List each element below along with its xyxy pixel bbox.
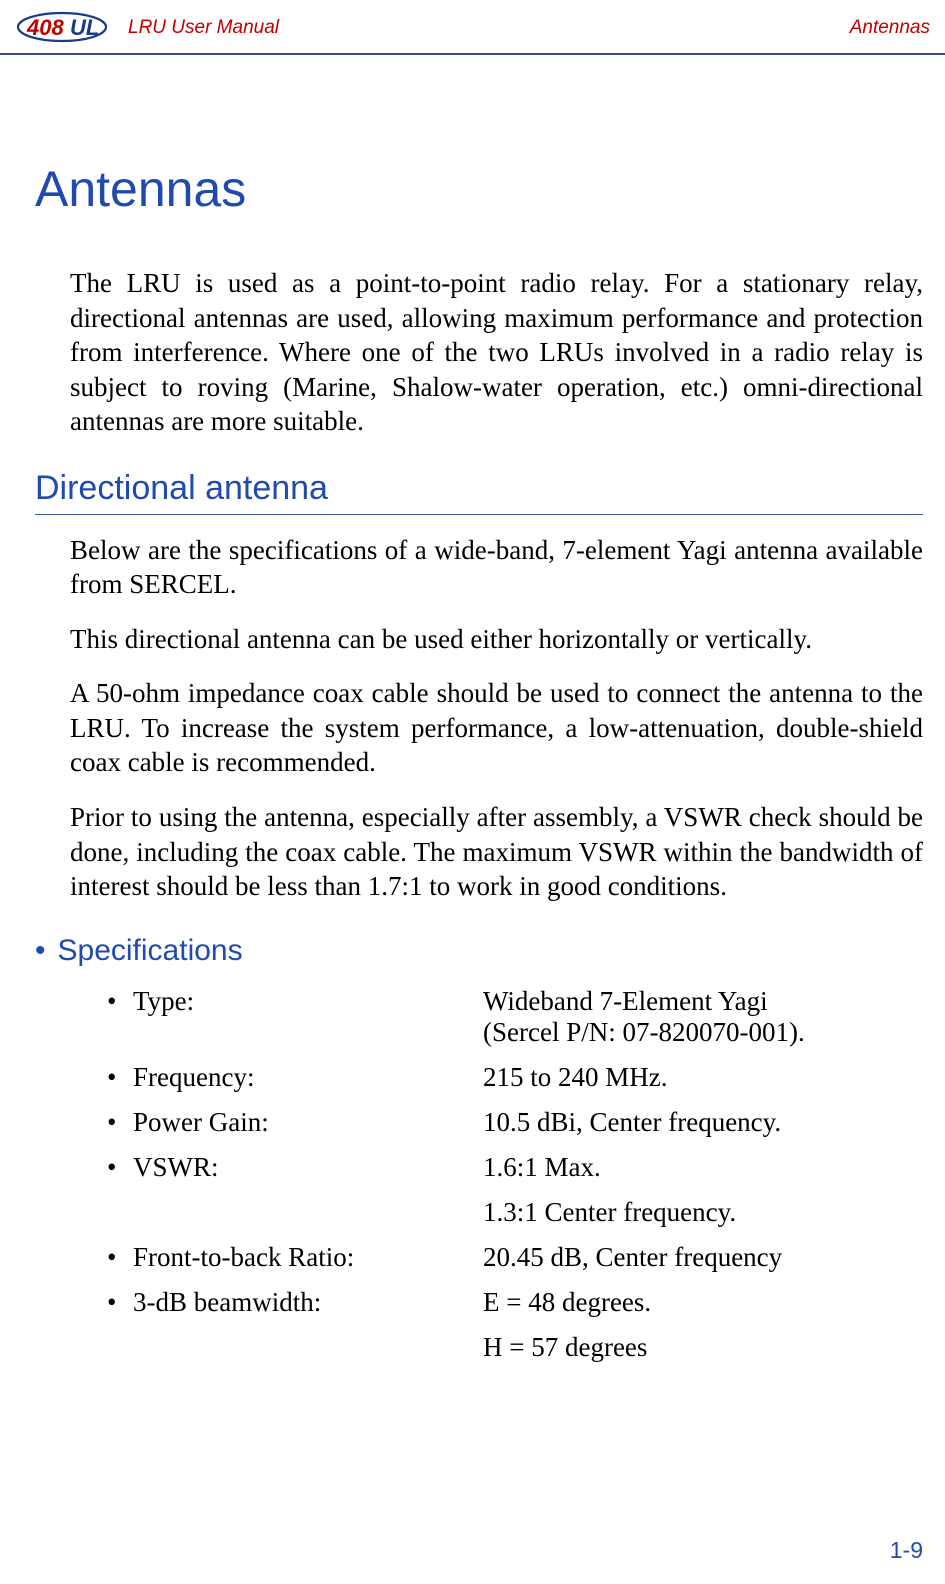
manual-title: LRU User Manual xyxy=(128,17,279,39)
bullet-icon: • xyxy=(35,936,46,966)
paragraph-orientation: This directional antenna can be used eit… xyxy=(70,622,923,657)
spec-row-frequency: • Frequency: 215 to 240 MHz. xyxy=(107,1062,923,1093)
page-number: 1-9 xyxy=(890,1537,923,1564)
logo-text-ul: UL xyxy=(70,15,99,40)
spec-label: Power Gain: xyxy=(133,1107,483,1138)
bullet-icon: • xyxy=(107,1062,133,1093)
spec-value-line: (Sercel P/N: 07-820070-001). xyxy=(483,1017,805,1047)
page-content: Antennas The LRU is used as a point-to-p… xyxy=(0,160,945,1363)
paragraph-coax: A 50-ohm impedance coax cable should be … xyxy=(70,676,923,780)
spec-row-type: • Type: Wideband 7-Element Yagi (Sercel … xyxy=(107,986,923,1048)
spec-value: H = 57 degrees xyxy=(483,1332,923,1363)
spec-row-front-back: • Front-to-back Ratio: 20.45 dB, Center … xyxy=(107,1242,923,1273)
logo-408ul: 408 UL xyxy=(15,10,110,45)
spec-value: 10.5 dBi, Center frequency. xyxy=(483,1107,923,1138)
intro-paragraph: The LRU is used as a point-to-point radi… xyxy=(70,266,923,439)
bullet-icon: • xyxy=(107,1152,133,1183)
spec-label: 3-dB beamwidth: xyxy=(133,1287,483,1318)
header-section: Antennas xyxy=(850,17,930,39)
bullet-icon: • xyxy=(107,1287,133,1318)
spec-row-vswr: • VSWR: 1.6:1 Max. xyxy=(107,1152,923,1183)
spec-row-power-gain: • Power Gain: 10.5 dBi, Center frequency… xyxy=(107,1107,923,1138)
heading-specifications-row: • Specifications xyxy=(35,934,923,968)
specifications-list: • Type: Wideband 7-Element Yagi (Sercel … xyxy=(107,986,923,1363)
spec-value: Wideband 7-Element Yagi (Sercel P/N: 07-… xyxy=(483,986,923,1048)
header-left: 408 UL LRU User Manual xyxy=(15,10,279,45)
spec-row-beamwidth-2: H = 57 degrees xyxy=(107,1332,923,1363)
spec-value: 1.3:1 Center frequency. xyxy=(483,1197,923,1228)
spec-label: Frequency: xyxy=(133,1062,483,1093)
spec-label: Type: xyxy=(133,986,483,1017)
paragraph-vswr: Prior to using the antenna, especially a… xyxy=(70,800,923,904)
spec-row-vswr-2: 1.3:1 Center frequency. xyxy=(107,1197,923,1228)
spec-value: E = 48 degrees. xyxy=(483,1287,923,1318)
heading-antennas: Antennas xyxy=(35,160,923,218)
page-header: 408 UL LRU User Manual Antennas xyxy=(0,0,945,55)
spec-value: 20.45 dB, Center frequency xyxy=(483,1242,923,1273)
spec-value: 1.6:1 Max. xyxy=(483,1152,923,1183)
heading-directional-antenna: Directional antenna xyxy=(35,469,923,515)
spec-label: Front-to-back Ratio: xyxy=(133,1242,483,1273)
logo-text-408: 408 xyxy=(26,15,64,40)
bullet-icon: • xyxy=(107,986,133,1017)
spec-value-line: Wideband 7-Element Yagi xyxy=(483,986,768,1016)
spec-row-beamwidth: • 3-dB beamwidth: E = 48 degrees. xyxy=(107,1287,923,1318)
spec-value: 215 to 240 MHz. xyxy=(483,1062,923,1093)
heading-specifications: Specifications xyxy=(58,934,243,968)
bullet-icon: • xyxy=(107,1242,133,1273)
paragraph-spec-intro: Below are the specifications of a wide-b… xyxy=(70,533,923,602)
spec-label: VSWR: xyxy=(133,1152,483,1183)
bullet-icon: • xyxy=(107,1107,133,1138)
